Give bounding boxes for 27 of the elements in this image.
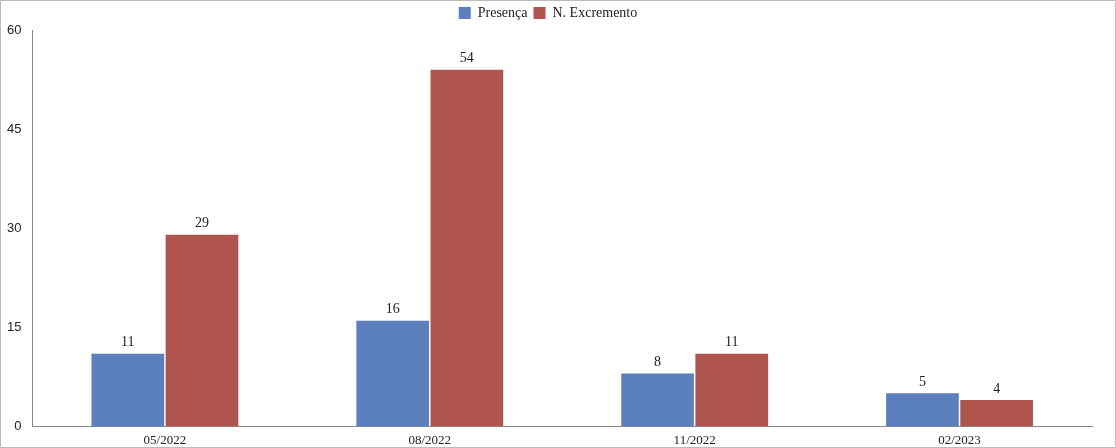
bar (960, 399, 1033, 427)
y-tick-label: 0 (14, 417, 22, 433)
data-label: 54 (459, 50, 474, 66)
y-tick-label: 15 (6, 318, 22, 334)
bar (430, 69, 504, 427)
x-tick-label: 02/2023 (938, 431, 981, 447)
data-label: 4 (993, 380, 1001, 396)
data-label: 5 (918, 374, 926, 390)
x-tick-label: 08/2022 (408, 431, 452, 447)
bar (621, 373, 694, 427)
y-tick-label: 45 (6, 120, 22, 136)
data-label: 8 (654, 354, 662, 370)
legend-label: Presença (477, 4, 529, 20)
y-tick-label: 30 (6, 219, 22, 235)
y-tick-label: 60 (6, 21, 22, 37)
data-label: 11 (121, 334, 135, 350)
data-label: 29 (194, 215, 209, 231)
x-tick-label: 05/2022 (143, 431, 187, 447)
bar (886, 393, 959, 427)
bar (165, 234, 239, 427)
x-tick-label: 11/2022 (673, 431, 716, 447)
bar (356, 320, 430, 427)
data-label: 11 (725, 334, 739, 350)
bar (695, 353, 769, 427)
legend-label: N. Excremento (552, 4, 638, 20)
bar (91, 353, 165, 427)
data-label: 16 (385, 301, 400, 317)
